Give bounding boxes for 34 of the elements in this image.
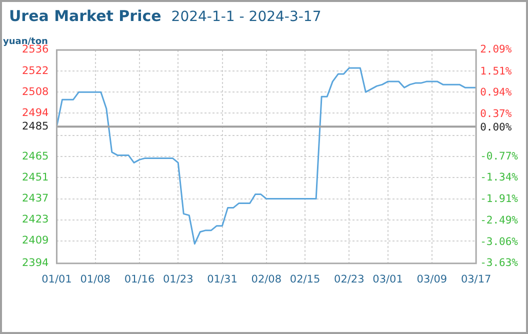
y2-tick-label: -2.49% <box>480 214 519 227</box>
y2-tick-label: 1.51% <box>480 65 512 78</box>
y-tick-label: 2437 <box>22 192 49 205</box>
y2-tick-label: -1.34% <box>480 172 519 184</box>
y-tick-label: 2394 <box>22 257 50 270</box>
y2-tick-label: -3.63% <box>480 257 519 270</box>
x-tick-label: 02/15 <box>290 273 320 286</box>
y-tick-label: 2451 <box>22 171 49 184</box>
y-tick-label: 2465 <box>22 150 49 162</box>
y-tick-label: 2409 <box>22 234 49 247</box>
x-tick-label: 03/01 <box>372 273 403 286</box>
y2-tick-label: 0.94% <box>480 86 512 99</box>
x-tick-label: 01/08 <box>80 273 110 286</box>
x-tick-label: 03/09 <box>416 273 448 286</box>
x-tick-label: 02/23 <box>334 273 364 286</box>
y-tick-label: 2494 <box>22 106 50 119</box>
x-tick-label: 03/17 <box>460 273 492 286</box>
y-tick-label: 2485 <box>22 120 49 132</box>
y-tick-label: 2423 <box>22 214 49 226</box>
y2-tick-label: 0.00% <box>480 122 512 134</box>
x-tick-label: 01/23 <box>162 273 194 286</box>
y-tick-label: 2522 <box>22 64 49 77</box>
x-tick-label: 01/16 <box>124 273 155 286</box>
y2-tick-label: 0.37% <box>480 108 512 120</box>
y2-tick-label: -0.77% <box>480 150 519 162</box>
x-tick-label: 02/08 <box>251 273 282 286</box>
x-tick-label: 01/31 <box>207 273 238 286</box>
y2-tick-label: -1.91% <box>480 192 519 205</box>
y2-tick-label: -3.06% <box>480 236 519 248</box>
y2-tick-label: 2.09% <box>480 44 512 56</box>
chart-title: Urea Market Price <box>9 7 162 25</box>
chart-subtitle: 2024-1-1 - 2024-3-17 <box>171 9 322 25</box>
x-tick-label: 01/01 <box>42 273 72 286</box>
y-tick-label: 2508 <box>22 86 49 98</box>
